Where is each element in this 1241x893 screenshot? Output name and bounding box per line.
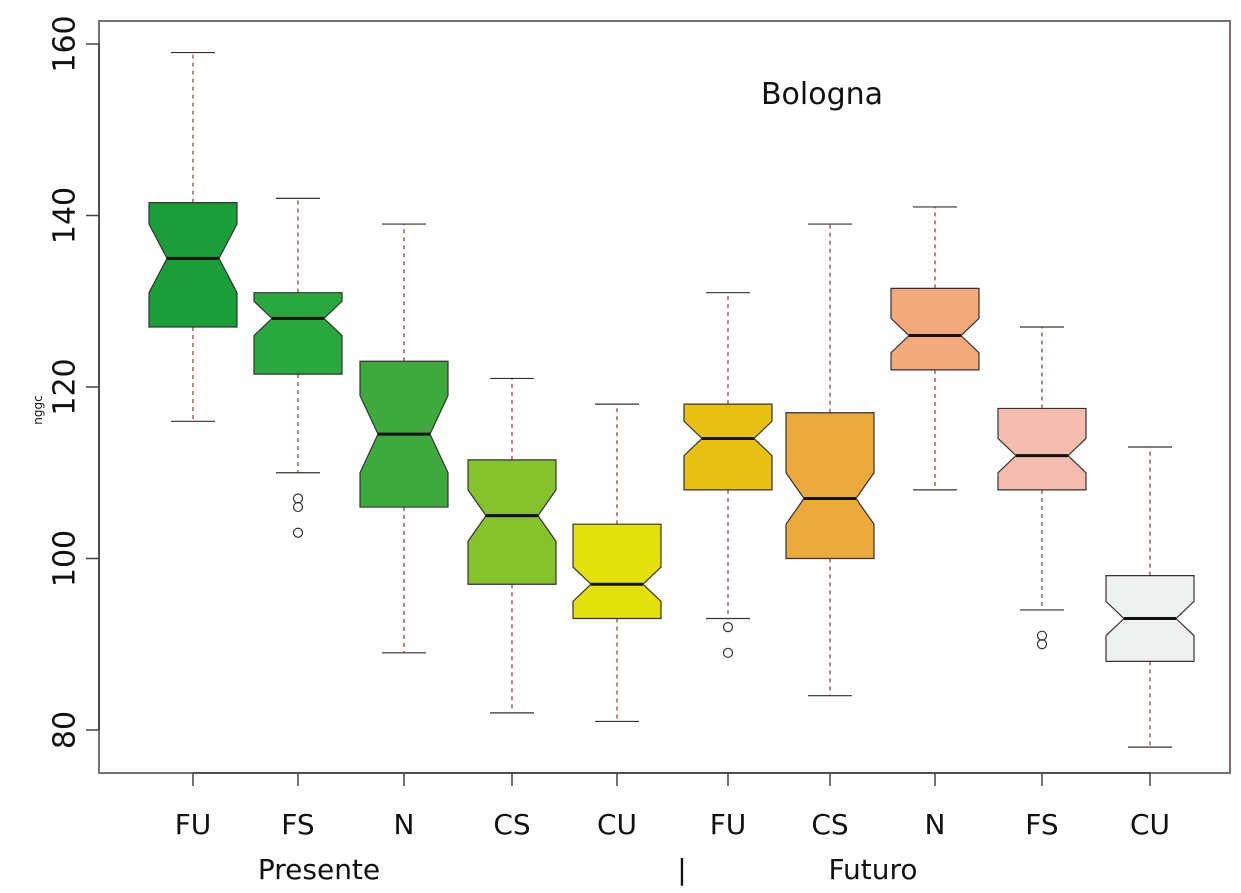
outlier-point <box>1036 639 1048 650</box>
box-body <box>253 292 343 375</box>
y-tick-label: 140 <box>48 187 83 244</box>
box-fs-presente <box>253 197 343 538</box>
chart-title: Bologna <box>761 77 883 112</box>
x-category-label: FS <box>1025 808 1058 841</box>
y-tick-label: 80 <box>48 711 83 749</box>
x-category-label: N <box>925 808 946 841</box>
box-body <box>997 407 1087 491</box>
box-cu-presente <box>572 403 662 723</box>
x-axis: FU FS N CS CU FU CS N FS CU <box>175 772 1170 841</box>
y-axis: 80 100 120 140 160 <box>48 15 100 749</box>
box-body <box>683 403 773 491</box>
box-cs-futuro <box>785 223 875 697</box>
box-fu-futuro <box>683 292 773 658</box>
box-n-futuro <box>890 206 980 491</box>
outlier-point <box>292 501 304 513</box>
box-cs-presente <box>467 377 557 714</box>
x-category-label: FU <box>710 808 747 841</box>
x-category-label: CS <box>493 808 530 841</box>
box-body <box>572 523 662 620</box>
group-label-futuro: Futuro <box>828 853 917 886</box>
x-category-label: FU <box>175 808 212 841</box>
plot-area-frame <box>98 20 1231 774</box>
outlier-point <box>722 621 734 633</box>
box-n-presente <box>359 223 449 654</box>
y-tick-label: 100 <box>48 530 83 587</box>
box-cu-futuro <box>1105 446 1195 748</box>
box-body <box>785 412 875 560</box>
box-fu-presente <box>148 51 238 422</box>
box-series <box>148 51 1195 748</box>
y-tick-label: 120 <box>48 358 83 415</box>
box-body <box>467 459 557 585</box>
box-body <box>148 202 238 328</box>
group-separator: | <box>677 853 686 886</box>
group-label-presente: Presente <box>258 853 380 886</box>
x-category-label: FS <box>281 808 314 841</box>
y-tick-label: 160 <box>48 15 83 72</box>
outlier-point <box>722 647 734 658</box>
box-fs-futuro <box>997 326 1087 650</box>
x-category-label: CU <box>1130 808 1170 841</box>
x-category-label: CS <box>811 808 848 841</box>
x-category-label: N <box>394 808 415 841</box>
y-axis-label: nggc <box>31 395 45 424</box>
box-body <box>890 287 980 371</box>
outlier-point <box>292 527 304 538</box>
x-category-label: CU <box>597 808 637 841</box>
